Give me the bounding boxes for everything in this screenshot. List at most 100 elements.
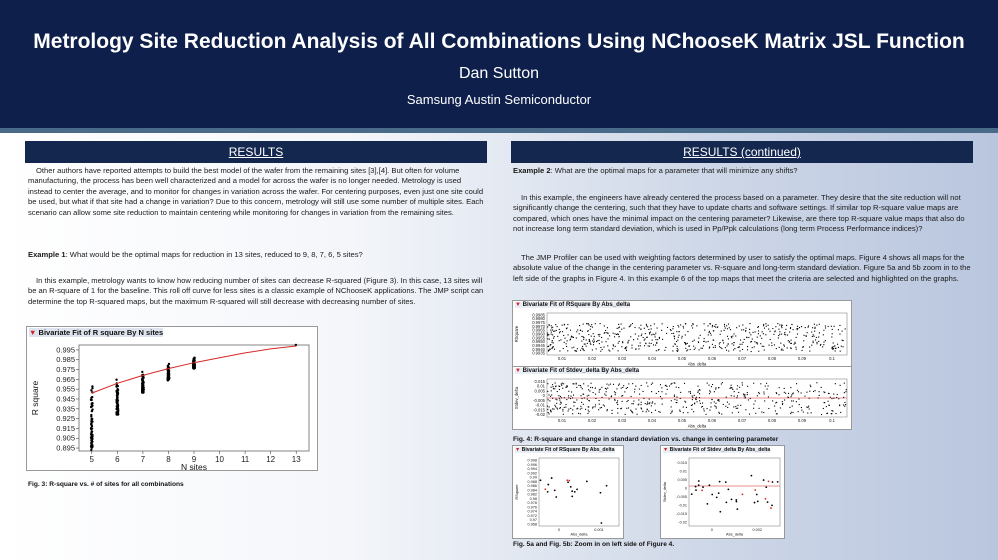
data-point <box>773 344 775 346</box>
data-point <box>833 325 835 327</box>
data-point <box>657 339 659 341</box>
data-point <box>790 347 792 349</box>
data-point <box>676 340 678 343</box>
data-point <box>547 345 549 348</box>
data-point <box>634 333 636 335</box>
data-point <box>661 398 663 400</box>
data-point <box>675 401 677 404</box>
data-point <box>167 362 171 366</box>
data-point <box>616 327 618 329</box>
data-point <box>665 393 667 395</box>
data-point <box>611 412 613 415</box>
data-point <box>614 399 616 401</box>
data-point <box>627 407 630 409</box>
y-tick-label: 0.994 <box>527 467 537 471</box>
y-tick-label: 0.974 <box>527 510 537 514</box>
data-point <box>725 396 727 398</box>
data-point <box>588 411 590 413</box>
data-point <box>699 389 701 391</box>
data-point <box>714 345 716 347</box>
data-point <box>758 393 760 395</box>
data-point <box>748 336 750 339</box>
data-point <box>823 391 825 393</box>
data-point <box>650 328 652 330</box>
data-point <box>564 337 566 339</box>
disclosure-triangle-icon[interactable]: ▼ <box>663 447 669 453</box>
data-point <box>587 330 589 332</box>
data-point <box>800 406 802 409</box>
data-point <box>763 345 765 347</box>
x-tick-label: 0.04 <box>648 418 657 423</box>
data-point <box>655 392 657 394</box>
data-point <box>826 413 828 415</box>
data-point <box>618 323 620 325</box>
data-point <box>752 331 754 333</box>
disclosure-triangle-icon[interactable]: ▼ <box>515 302 521 308</box>
data-point <box>621 346 623 348</box>
data-point <box>701 347 703 349</box>
disclosure-triangle-icon[interactable]: ▼ <box>515 447 521 453</box>
data-point <box>569 339 571 341</box>
data-point <box>690 404 692 406</box>
data-point <box>578 333 580 335</box>
data-point <box>552 337 555 339</box>
y-tick-label: 0.9975 <box>532 320 545 325</box>
data-point <box>90 417 93 421</box>
data-point <box>652 333 654 335</box>
data-point <box>553 489 556 492</box>
data-point <box>791 394 793 396</box>
data-point <box>796 329 798 331</box>
data-point <box>684 341 686 344</box>
x-tick-label: 0.01 <box>558 356 567 361</box>
data-point <box>763 349 765 351</box>
data-point <box>728 403 730 405</box>
data-point <box>713 391 715 393</box>
data-point <box>588 400 590 402</box>
data-point <box>703 337 705 340</box>
y-tick-label: 0.975 <box>56 365 75 374</box>
data-point <box>684 323 686 325</box>
data-point <box>722 340 724 342</box>
data-point <box>673 382 675 384</box>
data-point <box>781 403 784 405</box>
data-point <box>549 344 551 346</box>
data-point <box>738 346 741 348</box>
data-point <box>91 433 94 437</box>
data-point <box>831 347 833 349</box>
x-axis-label: Abs_delta <box>688 423 707 428</box>
x-tick-label: 12 <box>266 455 275 464</box>
data-point <box>556 326 558 328</box>
data-point <box>639 393 641 395</box>
data-point <box>692 327 694 329</box>
data-point <box>809 390 811 392</box>
data-point <box>843 396 845 398</box>
data-point <box>705 413 707 415</box>
y-tick-label: 0.988 <box>527 480 537 484</box>
data-point <box>664 384 666 387</box>
data-point <box>612 383 615 385</box>
data-point <box>782 349 784 351</box>
data-point <box>676 402 678 404</box>
y-tick-label: 0.9945 <box>532 343 545 348</box>
data-point <box>602 404 604 406</box>
data-point <box>549 348 551 351</box>
y-tick-label: 0.005 <box>535 388 546 393</box>
data-point <box>588 340 590 342</box>
data-point <box>730 384 732 386</box>
disclosure-triangle-icon[interactable]: ▼ <box>29 328 37 337</box>
data-point <box>791 405 793 407</box>
data-point <box>115 378 118 381</box>
data-point <box>831 398 833 400</box>
y-tick-label: 0.986 <box>527 484 537 488</box>
data-point <box>731 343 733 345</box>
data-point <box>656 341 658 343</box>
data-point <box>670 329 672 332</box>
data-point <box>722 342 725 344</box>
data-point <box>646 409 648 411</box>
disclosure-triangle-icon[interactable]: ▼ <box>515 368 521 374</box>
data-point <box>790 413 792 415</box>
data-point <box>693 403 696 405</box>
data-point <box>567 350 569 352</box>
data-point <box>568 390 570 392</box>
data-point <box>570 395 572 397</box>
